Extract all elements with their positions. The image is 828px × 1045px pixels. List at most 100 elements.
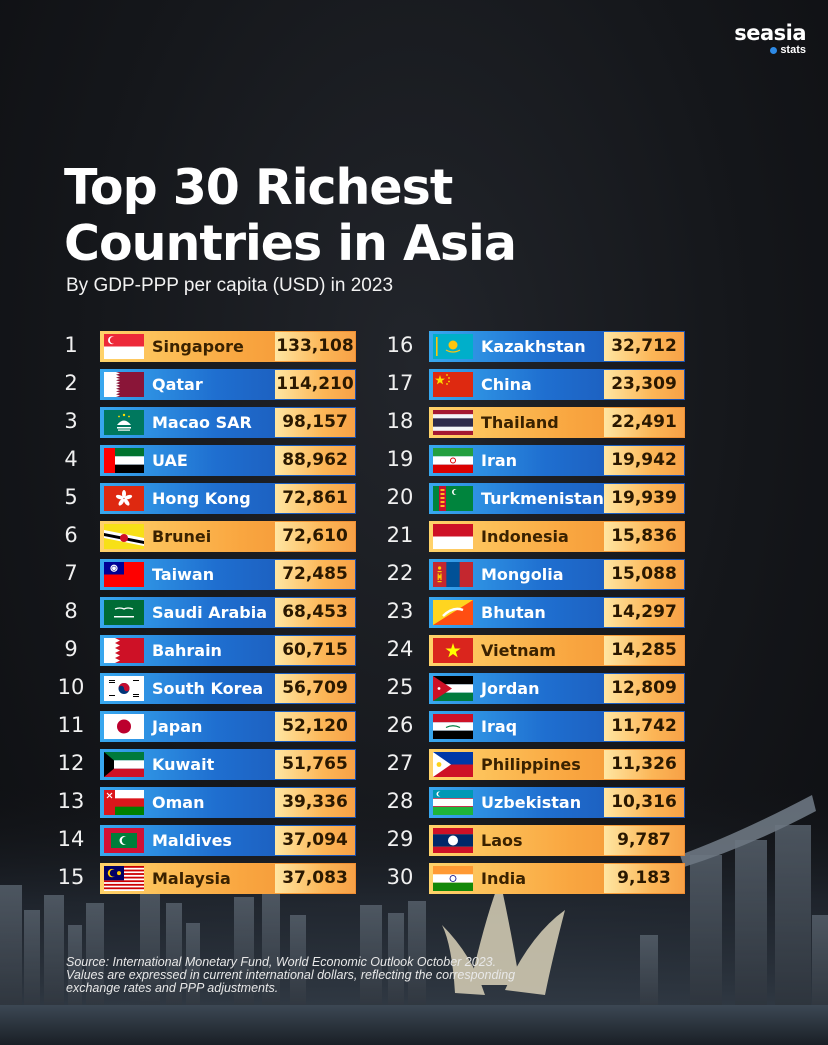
iran-flag-icon xyxy=(433,448,473,473)
country-bar: Hong Kong 72,861 xyxy=(100,483,356,514)
ranking-row: 15 Malaysia 37,083 xyxy=(54,863,358,894)
gdp-value: 14,285 xyxy=(611,640,677,660)
rank-number: 2 xyxy=(64,371,78,395)
ranking-row: 28 Uzbekistan 10,316 xyxy=(383,787,687,818)
rank-number: 28 xyxy=(386,789,414,813)
rank-number: 8 xyxy=(64,599,78,623)
singapore-flag-icon xyxy=(104,334,144,359)
ranking-row: 9 Bahrain 60,715 xyxy=(54,635,358,666)
brand-logo: seasia stats xyxy=(734,22,806,56)
country-name: Malaysia xyxy=(152,869,231,888)
oman-flag-icon xyxy=(104,790,144,815)
uzbekistan-flag-icon xyxy=(433,790,473,815)
country-name: Saudi Arabia xyxy=(152,603,268,622)
country-name: Singapore xyxy=(152,337,244,356)
country-name: Japan xyxy=(152,717,203,736)
country-bar: Kuwait 51,765 xyxy=(100,749,356,780)
ranking-row: 25 Jordan 12,809 xyxy=(383,673,687,704)
south-korea-flag-icon xyxy=(104,676,144,701)
gdp-value-box: 98,157 xyxy=(275,408,355,437)
country-name: Thailand xyxy=(481,413,559,432)
ranking-row: 18 Thailand 22,491 xyxy=(383,407,687,438)
gdp-value-box: 32,712 xyxy=(604,332,684,361)
ranking-row: 7 Taiwan 72,485 xyxy=(54,559,358,590)
ranking-row: 21 Indonesia 15,836 xyxy=(383,521,687,552)
gdp-value: 32,712 xyxy=(611,336,677,356)
gdp-value: 22,491 xyxy=(611,412,677,432)
india-flag-icon xyxy=(433,866,473,891)
ranking-row: 19 Iran 19,942 xyxy=(383,445,687,476)
ranking-row: 8 Saudi Arabia 68,453 xyxy=(54,597,358,628)
rank-number: 29 xyxy=(386,827,414,851)
ranking-row: 26 Iraq 11,742 xyxy=(383,711,687,742)
gdp-value-box: 12,809 xyxy=(604,674,684,703)
country-bar: Japan 52,120 xyxy=(100,711,356,742)
ranking-row: 17 China 23,309 xyxy=(383,369,687,400)
rank-number: 1 xyxy=(64,333,78,357)
title-line-2: Countries in Asia xyxy=(64,215,517,272)
country-bar: Brunei 72,610 xyxy=(100,521,356,552)
kuwait-flag-icon xyxy=(104,752,144,777)
gdp-value-box: 9,787 xyxy=(604,826,684,855)
country-bar: Bahrain 60,715 xyxy=(100,635,356,666)
gdp-value-box: 51,765 xyxy=(275,750,355,779)
gdp-value-box: 72,485 xyxy=(275,560,355,589)
rank-number: 27 xyxy=(386,751,414,775)
ranking-row: 24 Vietnam 14,285 xyxy=(383,635,687,666)
gdp-value: 11,742 xyxy=(611,716,677,736)
rank-number: 16 xyxy=(386,333,414,357)
brand-sub-label: stats xyxy=(780,44,806,56)
gdp-value-box: 72,610 xyxy=(275,522,355,551)
indonesia-flag-icon xyxy=(433,524,473,549)
mongolia-flag-icon xyxy=(433,562,473,587)
rank-number: 30 xyxy=(386,865,414,889)
gdp-value-box: 15,088 xyxy=(604,560,684,589)
gdp-value-box: 133,108 xyxy=(275,332,355,361)
brunei-flag-icon xyxy=(104,524,144,549)
country-name: India xyxy=(481,869,527,888)
gdp-value-box: 60,715 xyxy=(275,636,355,665)
gdp-value-box: 88,962 xyxy=(275,446,355,475)
gdp-value: 15,088 xyxy=(611,564,677,584)
ranking-row: 23 Bhutan 14,297 xyxy=(383,597,687,628)
japan-flag-icon xyxy=(104,714,144,739)
gdp-value-box: 19,939 xyxy=(604,484,684,513)
rank-number: 18 xyxy=(386,409,414,433)
gdp-value: 114,210 xyxy=(276,374,354,394)
rank-number: 4 xyxy=(64,447,78,471)
rank-number: 6 xyxy=(64,523,78,547)
bahrain-flag-icon xyxy=(104,638,144,663)
country-name: Mongolia xyxy=(481,565,564,584)
rank-number: 12 xyxy=(57,751,85,775)
country-bar: Jordan 12,809 xyxy=(429,673,685,704)
hong-kong-flag-icon xyxy=(104,486,144,511)
philippines-flag-icon xyxy=(433,752,473,777)
rank-number: 22 xyxy=(386,561,414,585)
country-name: Macao SAR xyxy=(152,413,252,432)
gdp-value-box: 14,297 xyxy=(604,598,684,627)
country-name: Turkmenistan xyxy=(481,489,604,508)
page-subtitle: By GDP-PPP per capita (USD) in 2023 xyxy=(66,275,394,296)
country-name: UAE xyxy=(152,451,188,470)
gdp-value-box: 19,942 xyxy=(604,446,684,475)
gdp-value: 9,787 xyxy=(617,830,671,850)
title-line-1: Top 30 Richest xyxy=(64,159,453,216)
rank-number: 3 xyxy=(64,409,78,433)
gdp-value: 51,765 xyxy=(282,754,348,774)
uae-flag-icon xyxy=(104,448,144,473)
gdp-value-box: 37,094 xyxy=(275,826,355,855)
ranking-row: 1 Singapore 133,108 xyxy=(54,331,358,362)
ranking-row: 12 Kuwait 51,765 xyxy=(54,749,358,780)
country-name: Brunei xyxy=(152,527,212,546)
country-bar: Qatar 114,210 xyxy=(100,369,356,400)
country-name: Indonesia xyxy=(481,527,569,546)
page-title: Top 30 Richest Countries in Asia xyxy=(64,159,517,272)
country-name: Kazakhstan xyxy=(481,337,586,356)
gdp-value: 98,157 xyxy=(282,412,348,432)
malaysia-flag-icon xyxy=(104,866,144,891)
gdp-value-box: 68,453 xyxy=(275,598,355,627)
rank-number: 13 xyxy=(57,789,85,813)
country-name: Vietnam xyxy=(481,641,556,660)
country-bar: Malaysia 37,083 xyxy=(100,863,356,894)
ranking-row: 22 Mongolia 15,088 xyxy=(383,559,687,590)
